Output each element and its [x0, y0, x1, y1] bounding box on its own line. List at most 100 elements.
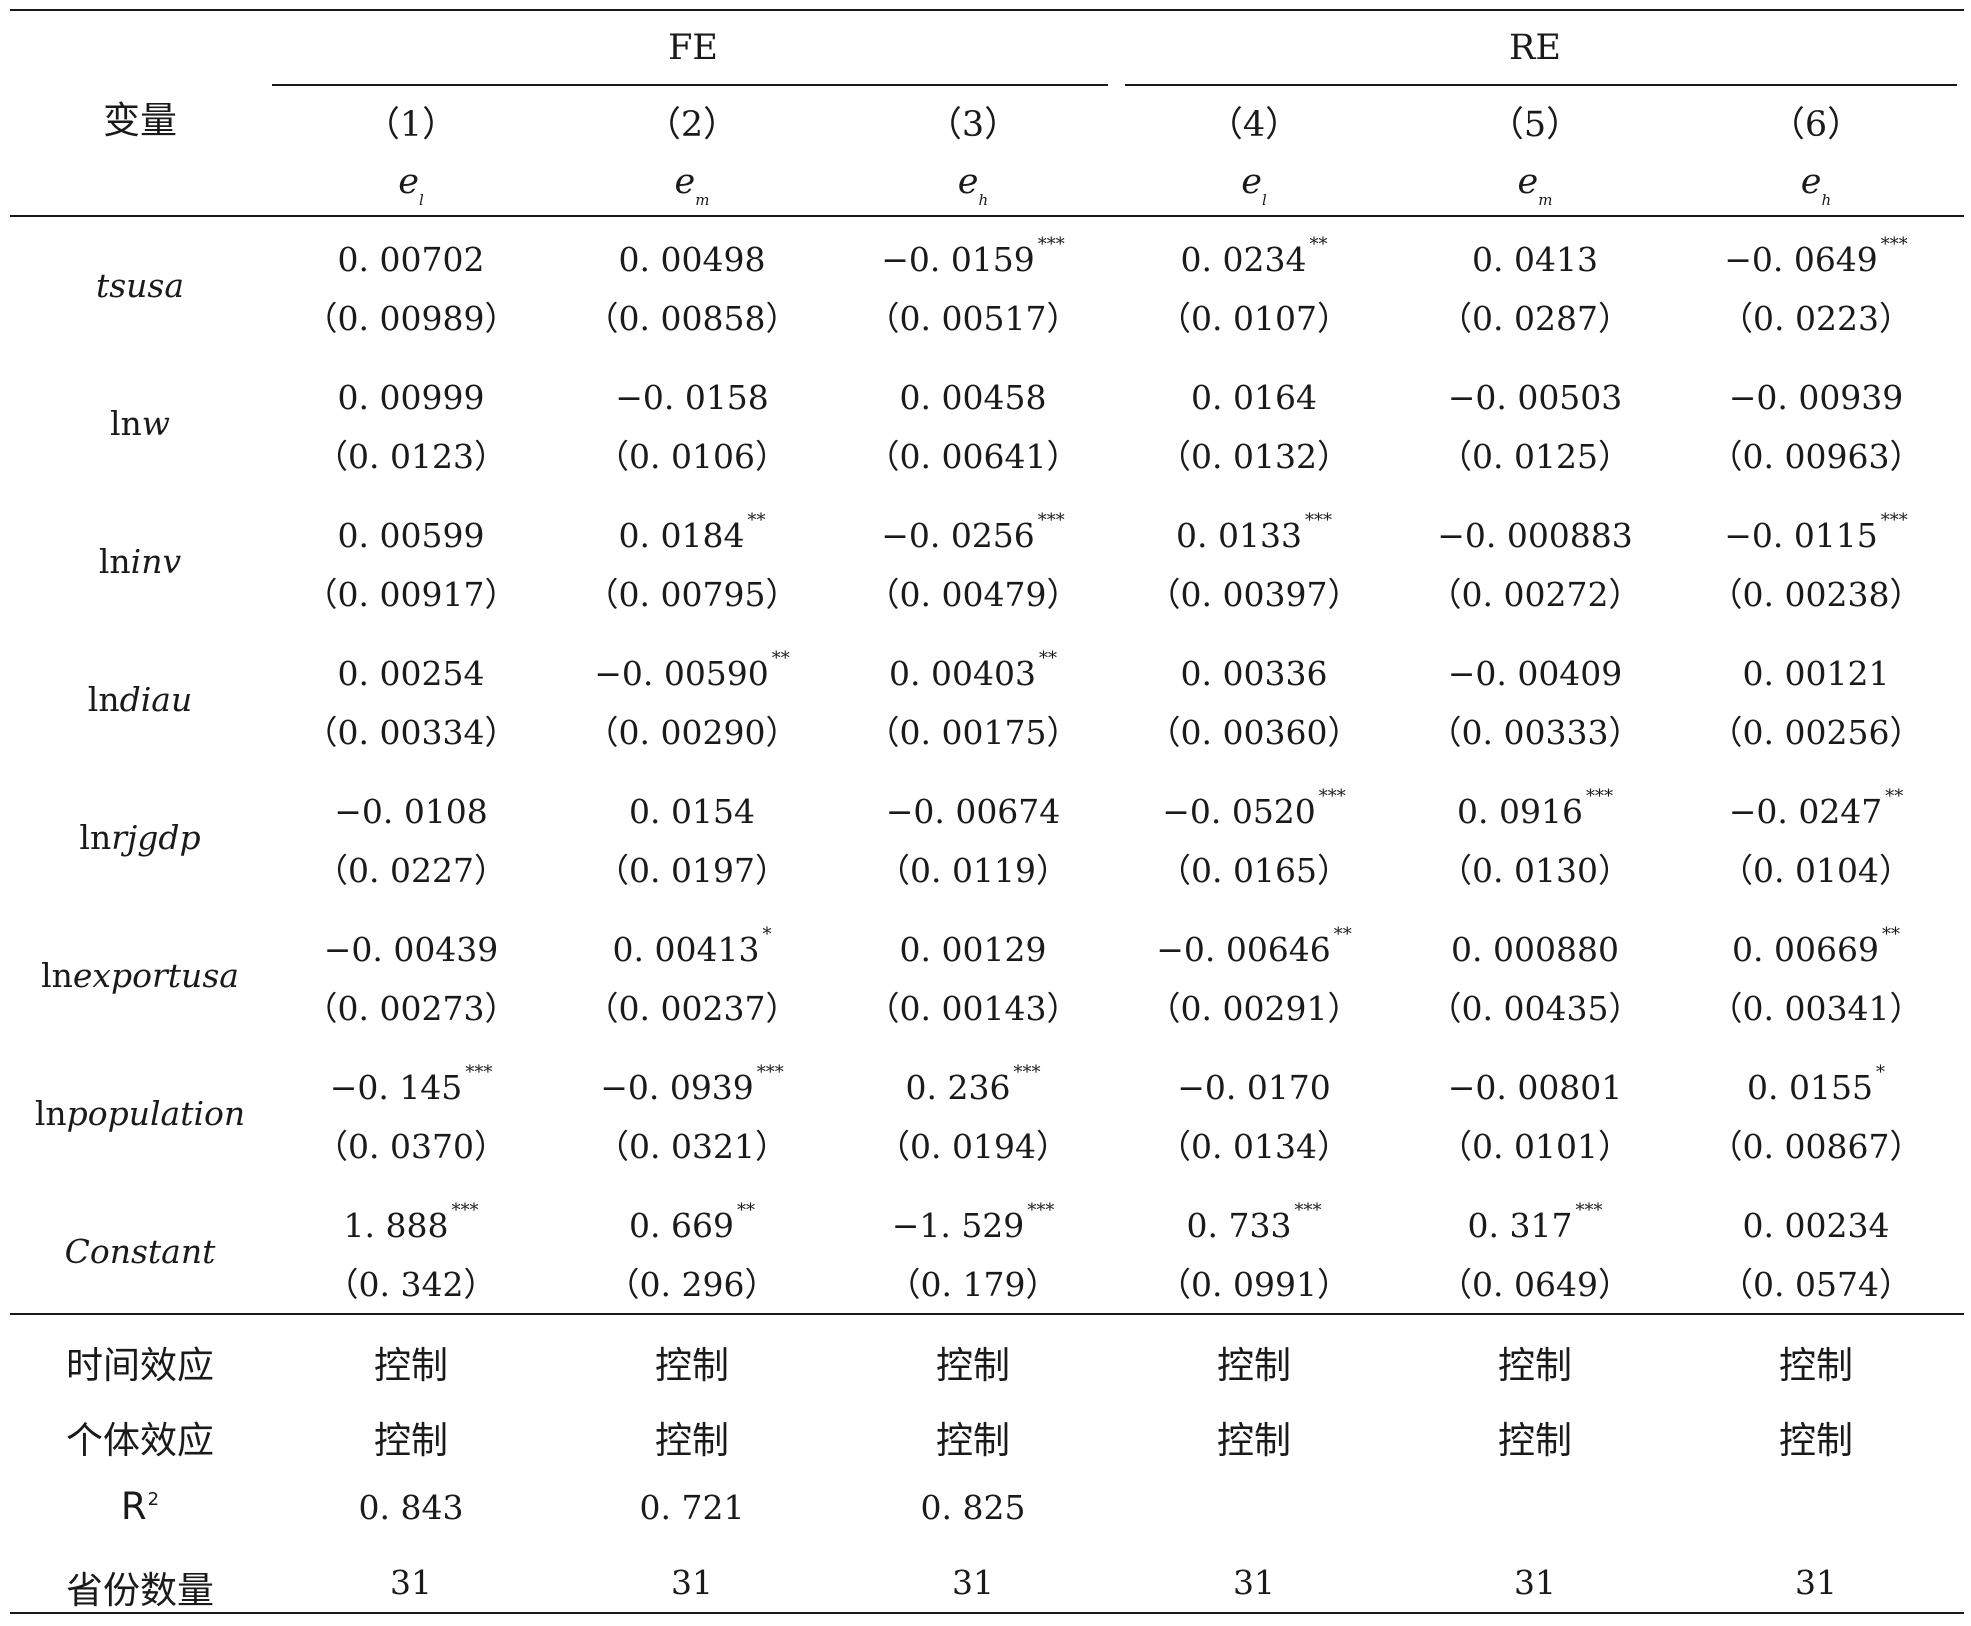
- footer-cell: 控制: [1498, 1419, 1572, 1462]
- coefficient-value: 0. 669: [629, 1206, 734, 1245]
- variable-name-italic: inv: [130, 542, 182, 581]
- coefficient-value: 0. 0155: [1747, 1068, 1873, 1107]
- standard-error-cell: （0. 0287）: [1439, 299, 1631, 338]
- standard-error-cell: （0. 00143）: [866, 989, 1080, 1028]
- significance-stars: ***: [1880, 234, 1908, 255]
- re-group-rule: [1125, 84, 1957, 86]
- coefficient-value: 0. 00129: [899, 930, 1047, 969]
- footer-cell: 控制: [374, 1344, 448, 1387]
- dependent-variable-subscript: l: [418, 191, 424, 209]
- variable-name-italic: diau: [119, 680, 193, 719]
- coefficient-value: 0. 00254: [337, 654, 485, 693]
- dependent-variable-subscript: l: [1261, 191, 1267, 209]
- variable-header: 变量: [103, 99, 177, 142]
- coefficient-value: −0. 00801: [1447, 1068, 1623, 1107]
- coefficient-value: −0. 0939: [600, 1068, 754, 1107]
- standard-error-cell: （0. 00334）: [304, 713, 518, 752]
- coefficient-cell: −0. 0170: [1177, 1068, 1331, 1107]
- standard-error-cell: （0. 00517）: [866, 299, 1080, 338]
- coefficient-value: 0. 00403: [889, 654, 1036, 693]
- significance-stars: ***: [1304, 510, 1332, 531]
- coefficient-cell: 0. 0155 *: [1747, 1062, 1885, 1107]
- coefficient-value: 0. 00234: [1742, 1206, 1890, 1245]
- coefficient-value: −0. 0159: [881, 240, 1035, 279]
- significance-stars: ***: [451, 1200, 479, 1221]
- row-variable-name: lnexportusa: [41, 956, 239, 995]
- row-variable-name: lnrjgdp: [79, 818, 200, 857]
- dependent-variable-label: eh: [1801, 162, 1831, 209]
- significance-stars: ***: [756, 1062, 784, 1083]
- coefficient-cell: −0. 0115 ***: [1724, 510, 1908, 555]
- standard-error-cell: （0. 0132）: [1158, 437, 1350, 476]
- dependent-variable-label: eh: [957, 162, 988, 209]
- coefficient-value: 0. 00669: [1732, 930, 1879, 969]
- standard-error-cell: （0. 00435）: [1428, 989, 1642, 1028]
- coefficient-value: −0. 00409: [1447, 654, 1623, 693]
- footer-label-superscript: 2: [147, 1489, 160, 1510]
- footer-cell: 0. 843: [358, 1488, 464, 1527]
- coefficient-cell: −0. 00409: [1448, 654, 1623, 693]
- footer-cell: 控制: [936, 1419, 1010, 1462]
- footer-cell: 控制: [936, 1344, 1010, 1387]
- standard-error-cell: （0. 0106）: [596, 437, 788, 476]
- column-number: （4）: [1207, 105, 1301, 145]
- standard-error-cell: （0. 0101）: [1439, 1127, 1631, 1166]
- coefficient-value: 0. 0133: [1176, 516, 1302, 555]
- significance-stars: **: [1885, 786, 1904, 807]
- coefficient-cell: −0. 145 ***: [330, 1062, 493, 1107]
- coefficient-value: 0. 00336: [1180, 654, 1328, 693]
- standard-error-cell: （0. 0165）: [1158, 851, 1350, 890]
- coefficient-value: −0. 000883: [1437, 516, 1633, 555]
- dependent-variable-base: e: [1241, 162, 1262, 202]
- standard-error-cell: （0. 00479）: [866, 575, 1080, 614]
- dependent-variable-label: el: [1241, 162, 1267, 209]
- dependent-variable-subscript: m: [1538, 191, 1553, 209]
- significance-stars: ***: [1585, 786, 1613, 807]
- standard-error-cell: （0. 00272）: [1428, 575, 1642, 614]
- coefficient-value: −0. 00503: [1447, 378, 1623, 417]
- standard-error-cell: （0. 00291）: [1147, 989, 1361, 1028]
- standard-error-cell: （0. 00238）: [1709, 575, 1923, 614]
- standard-error-cell: （0. 296）: [606, 1265, 778, 1304]
- dependent-variable-label: em: [675, 162, 710, 209]
- variable-name-italic: exportusa: [72, 956, 239, 995]
- significance-stars: ***: [1575, 1200, 1603, 1221]
- dependent-variable-subscript: h: [1821, 191, 1832, 209]
- footer-label-text: R: [120, 1485, 147, 1528]
- footer-rule: [10, 1313, 1964, 1315]
- significance-stars: **: [1038, 648, 1057, 669]
- standard-error-cell: （0. 0574）: [1720, 1265, 1912, 1304]
- coefficient-cell: −0. 0159 ***: [881, 234, 1065, 279]
- standard-error-cell: （0. 0321）: [596, 1127, 788, 1166]
- coefficient-cell: −0. 0108: [334, 792, 488, 831]
- standard-error-cell: （0. 00795）: [585, 575, 799, 614]
- footer-cell: 控制: [1779, 1419, 1853, 1462]
- footer-row-label: R2: [121, 1485, 159, 1528]
- standard-error-cell: （0. 00175）: [866, 713, 1080, 752]
- variable-name-italic: population: [66, 1094, 246, 1133]
- coefficient-cell: −0. 000883: [1437, 516, 1633, 555]
- coefficient-cell: 0. 00669 **: [1732, 924, 1900, 969]
- standard-error-cell: （0. 0194）: [877, 1127, 1069, 1166]
- variable-prefix: ln: [41, 956, 73, 995]
- variable-prefix: ln: [109, 404, 142, 443]
- footer-row-label: 省份数量: [66, 1560, 214, 1614]
- coefficient-value: −0. 0170: [1177, 1068, 1331, 1107]
- standard-error-cell: （0. 00963）: [1709, 437, 1923, 476]
- coefficient-cell: 0. 0133 ***: [1176, 510, 1332, 555]
- coefficient-value: 0. 0916: [1457, 792, 1583, 831]
- coefficient-cell: 0. 0916 ***: [1457, 786, 1613, 831]
- footer-cell: 31: [1233, 1563, 1275, 1602]
- coefficient-cell: 0. 000880: [1451, 930, 1619, 969]
- dependent-variable-label: el: [398, 162, 424, 209]
- coefficient-value: 1. 888: [343, 1206, 449, 1245]
- coefficient-cell: 0. 0164: [1191, 378, 1317, 417]
- dependent-variable-base: e: [957, 162, 979, 202]
- coefficient-value: 0. 00702: [337, 240, 485, 279]
- coefficient-cell: 0. 0234 **: [1181, 234, 1328, 279]
- standard-error-cell: （0. 0119）: [877, 851, 1069, 890]
- coefficient-value: −0. 00939: [1728, 378, 1904, 417]
- standard-error-cell: （0. 0197）: [596, 851, 788, 890]
- standard-error-cell: （0. 00641）: [866, 437, 1080, 476]
